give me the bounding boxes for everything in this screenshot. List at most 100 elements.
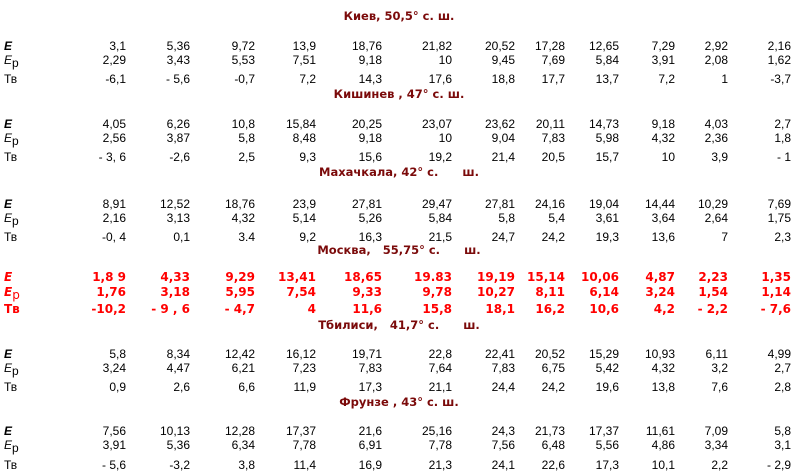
value-cell: 3,2 [711, 361, 728, 375]
label-ep-main: E [4, 361, 13, 375]
row-label: E [4, 270, 12, 284]
value-cell: 9,04 [491, 131, 515, 145]
row-e: E 4,05 6,26 10,8 15,84 20,25 23,07 23,62 20,11 14… [0, 117, 798, 131]
value-cell: 5,8 [498, 211, 515, 225]
value-cell: 1 [721, 72, 728, 86]
value-cell: 18,8 [491, 72, 515, 86]
value-cell: 1,8 9 [92, 270, 126, 284]
value-cell: 19,6 [595, 380, 619, 394]
value-cell: 4,05 [102, 117, 126, 131]
row-e: E 1,8 9 4,33 9,29 13,41 18,65 19.83 19,19 15,14 1… [0, 270, 798, 284]
value-cell: 2,5 [238, 150, 255, 164]
value-cell: 15,14 [527, 270, 565, 284]
value-cell: 5,84 [428, 211, 452, 225]
value-cell: 24,4 [491, 380, 515, 394]
value-cell: 15,8 [422, 302, 452, 316]
value-cell: -10,2 [91, 302, 126, 316]
label-e: E [4, 270, 13, 284]
row-e: E 5,8 8,34 12,42 16,12 19,71 22,8 22,41 20,52 15,… [0, 347, 798, 361]
value-cell: 10,6 [589, 302, 619, 316]
value-cell: 17,37 [588, 424, 619, 438]
value-cell: - 2,2 [697, 302, 728, 316]
value-cell: 13,6 [651, 230, 675, 244]
value-cell: - 7,6 [760, 302, 791, 316]
label-ep-subscript: р [12, 288, 20, 302]
row-label: Тв [4, 458, 17, 472]
value-cell: -0,7 [234, 72, 255, 86]
value-cell: 23,07 [421, 117, 452, 131]
value-cell: 19,04 [588, 197, 619, 211]
value-cell: 8,34 [166, 347, 190, 361]
value-cell: 19.83 [414, 270, 452, 284]
value-cell: 7,23 [292, 361, 316, 375]
value-cell: 5,36 [166, 438, 190, 452]
value-cell: - 2,9 [766, 458, 791, 472]
value-cell: 15,29 [588, 347, 619, 361]
value-cell: 18,65 [344, 270, 382, 284]
row-label: Eр [4, 211, 19, 228]
row-ep: Eр 1,76 3,18 5,95 7,54 9,33 9,78 10,27 8,11 6,14 3… [0, 285, 798, 302]
value-cell: 1,14 [761, 285, 791, 299]
value-cell: 3,13 [166, 211, 190, 225]
value-cell: - 9 , 6 [151, 302, 190, 316]
value-cell: 9,2 [299, 230, 316, 244]
value-cell: 12,52 [159, 197, 190, 211]
value-cell: 19,71 [351, 347, 382, 361]
row-label: E [4, 39, 12, 53]
value-cell: 10 [438, 53, 452, 67]
value-cell: 16,2 [535, 302, 565, 316]
value-cell: 7,6 [711, 380, 728, 394]
value-cell: - 5,6 [101, 458, 126, 472]
value-cell: - 4,7 [224, 302, 255, 316]
value-cell: 5,56 [595, 438, 619, 452]
value-cell: 3,43 [166, 53, 190, 67]
value-cell: 2,36 [704, 131, 728, 145]
value-cell: 9,29 [225, 270, 255, 284]
value-cell: 17,37 [285, 424, 316, 438]
value-cell: 9,18 [358, 53, 382, 67]
value-cell: 10,06 [581, 270, 619, 284]
value-cell: 5,14 [292, 211, 316, 225]
value-cell: 8,48 [292, 131, 316, 145]
row-label: Тв [4, 230, 17, 244]
city-title: Москва, 55,75° с. ш. [317, 243, 481, 257]
value-cell: 2,6 [173, 380, 190, 394]
value-cell: 24,7 [491, 230, 515, 244]
value-cell: 9,3 [299, 150, 316, 164]
value-cell: 12,42 [224, 347, 255, 361]
value-cell: 17,3 [358, 380, 382, 394]
value-cell: 3.4 [238, 230, 255, 244]
value-cell: 4,32 [651, 361, 675, 375]
value-cell: 21,73 [534, 424, 565, 438]
value-cell: 20,52 [534, 347, 565, 361]
value-cell: 21,5 [428, 230, 452, 244]
value-cell: 5,8 [109, 347, 126, 361]
value-cell: 3,91 [651, 53, 675, 67]
value-cell: 7,83 [541, 131, 565, 145]
value-cell: 18,76 [224, 197, 255, 211]
value-cell: 7,09 [704, 424, 728, 438]
value-cell: 24,16 [534, 197, 565, 211]
value-cell: 4,2 [653, 302, 675, 316]
value-cell: 2,7 [774, 117, 791, 131]
value-cell: 10,27 [477, 285, 515, 299]
value-cell: 3,87 [166, 131, 190, 145]
value-cell: 7,83 [358, 361, 382, 375]
label-ep-subscript: р [12, 214, 19, 228]
label-e: E [4, 39, 13, 53]
value-cell: 4,99 [767, 347, 791, 361]
value-cell: 1,76 [96, 285, 126, 299]
row-label: Eр [4, 438, 19, 455]
label-tv: Тв [4, 150, 18, 164]
value-cell: 21,6 [358, 424, 382, 438]
value-cell: 24,2 [541, 230, 565, 244]
row-e: E 3,1 5,36 9,72 13,9 18,76 21,82 20,52 17,28 12,6… [0, 39, 798, 53]
city-title: Киев, 50,5° с. ш. [343, 9, 455, 23]
value-cell: 1,8 [774, 131, 791, 145]
value-cell: 5,42 [595, 361, 619, 375]
label-ep-main: E [4, 285, 13, 299]
row-label: Eр [4, 131, 19, 148]
value-cell: 1,62 [767, 53, 791, 67]
value-cell: 4,47 [166, 361, 190, 375]
value-cell: 10,13 [159, 424, 190, 438]
